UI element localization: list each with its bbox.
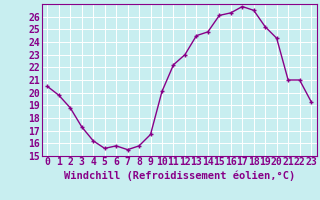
X-axis label: Windchill (Refroidissement éolien,°C): Windchill (Refroidissement éolien,°C): [64, 170, 295, 181]
